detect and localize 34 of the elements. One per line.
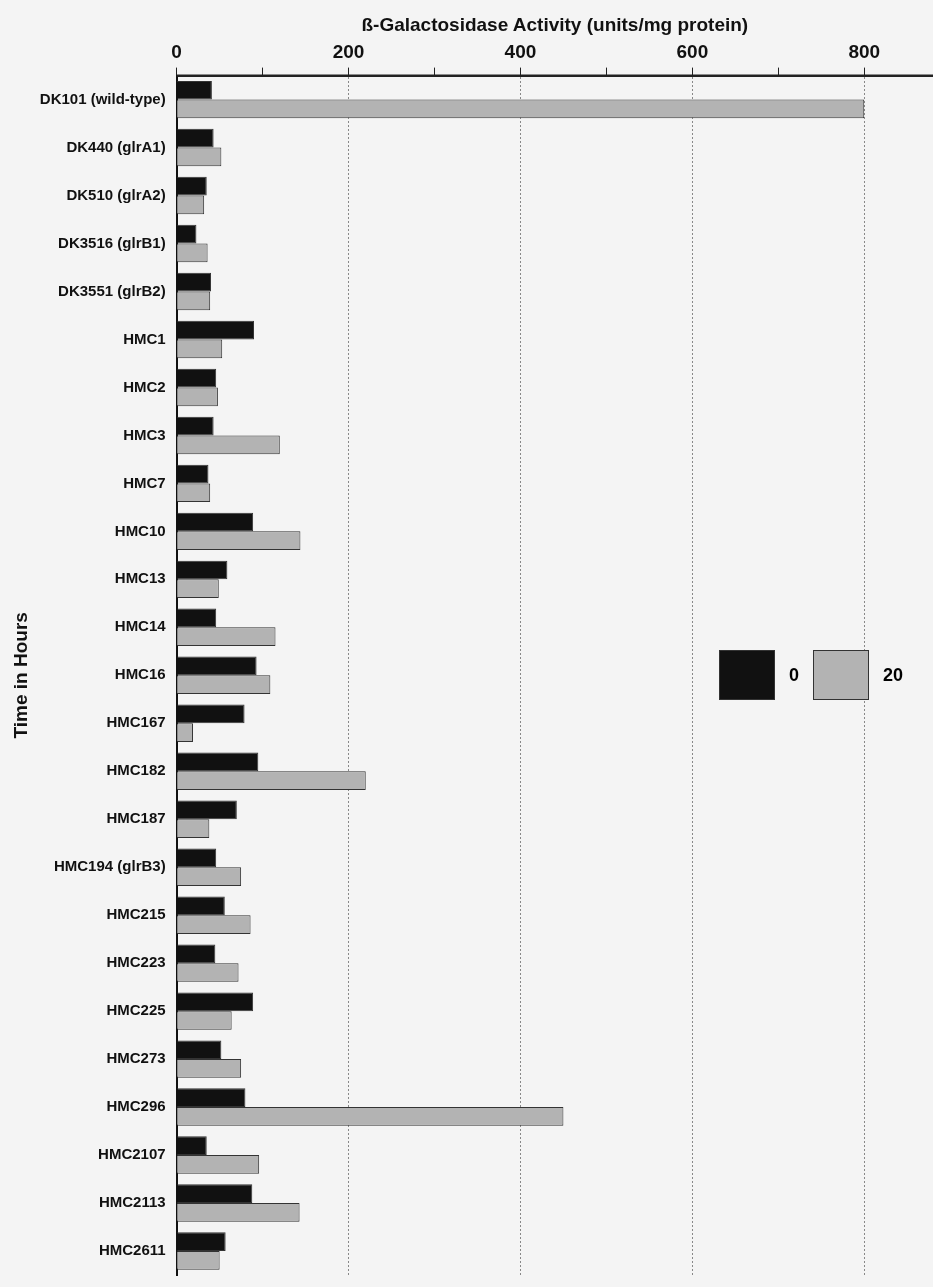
y-tick-label: HMC14 xyxy=(114,617,167,635)
y-tick-label: DK3516 (glrB1) xyxy=(58,233,166,251)
y-tick-label: DK101 (wild-type) xyxy=(39,89,166,107)
y-tick-label: HMC13 xyxy=(114,569,166,587)
x-tick-label: 800 xyxy=(848,41,881,63)
y-tick-label: HMC2 xyxy=(123,377,166,395)
x-tick-label: 200 xyxy=(332,41,365,63)
y-tick-label: HMC296 xyxy=(106,1097,166,1115)
y-tick-label: HMC223 xyxy=(106,953,166,971)
y-tick-label: HMC1 xyxy=(123,329,166,347)
text: 20 xyxy=(882,664,903,686)
y-tick-label: HMC7 xyxy=(123,473,166,491)
y-tick-label: HMC215 xyxy=(106,905,166,923)
y-tick-label: HMC10 xyxy=(114,521,166,539)
y-tick-label: HMC3 xyxy=(123,425,166,443)
y-tick-label: HMC167 xyxy=(106,713,166,731)
y-tick-label: HMC194 (glrB3) xyxy=(53,857,166,875)
y-tick-label: HMC2113 xyxy=(98,1193,166,1211)
y-tick-label: HMC225 xyxy=(106,1001,166,1019)
y-tick-label: HMC273 xyxy=(106,1049,166,1067)
text: 0 xyxy=(788,664,799,686)
x-tick-label: 0 xyxy=(171,41,182,63)
y-axis-title: Time in Hours xyxy=(9,612,31,739)
y-tick-label: HMC2107 xyxy=(98,1145,166,1163)
y-tick-label: DK510 (glrA2) xyxy=(66,185,166,203)
y-tick-label: DK440 (glrA1) xyxy=(66,137,166,155)
x-axis-title: ß-Galactosidase Activity (units/mg protein) xyxy=(361,13,749,35)
y-tick-label: HMC182 xyxy=(106,761,166,779)
x-tick-label: 400 xyxy=(504,41,537,63)
y-tick-label: HMC2611 xyxy=(98,1241,166,1259)
y-tick-label: HMC16 xyxy=(114,665,166,683)
x-tick-label: 600 xyxy=(676,41,709,63)
y-tick-label: HMC187 xyxy=(106,809,166,827)
y-tick-label: DK3551 (glrB2) xyxy=(58,281,166,299)
